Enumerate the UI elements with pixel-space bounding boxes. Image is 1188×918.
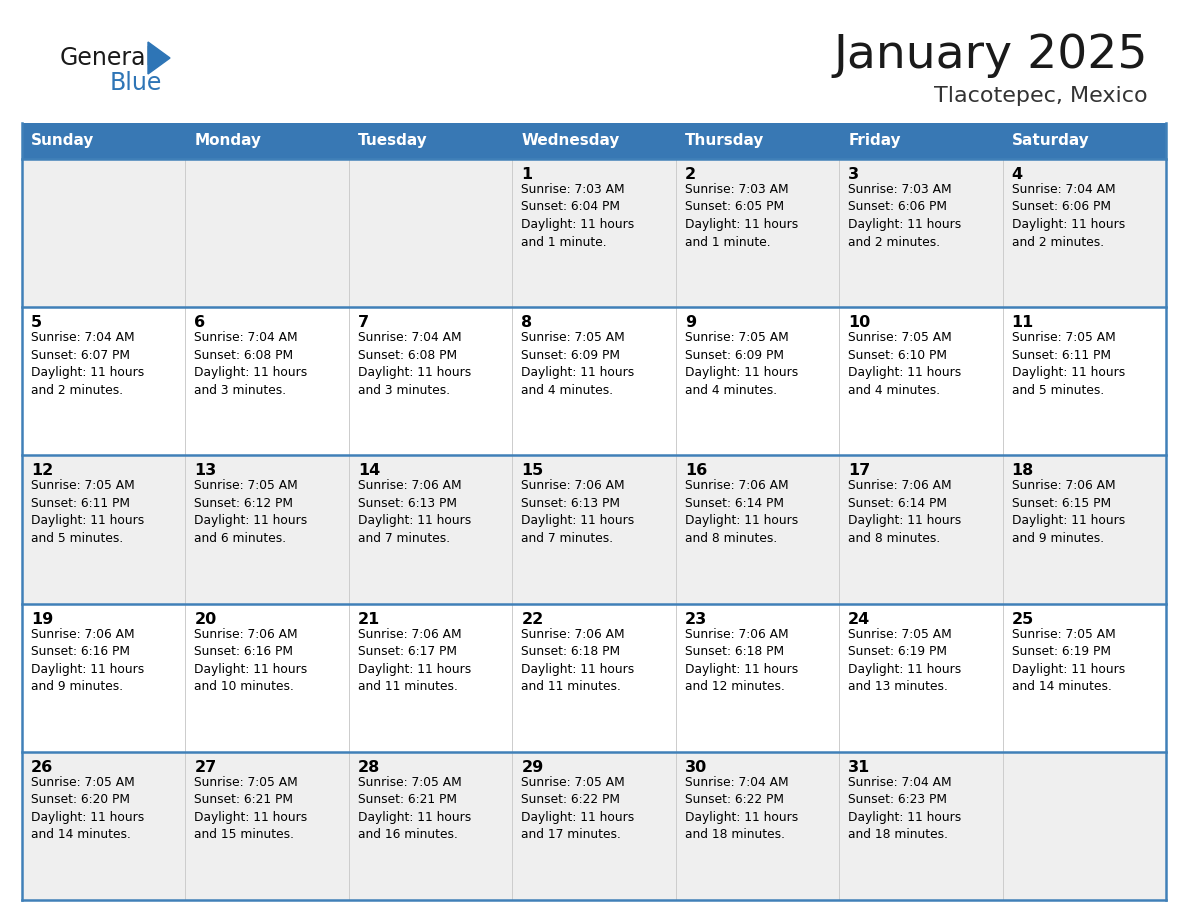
Text: 30: 30 <box>684 760 707 775</box>
Text: 28: 28 <box>358 760 380 775</box>
Text: Sunrise: 7:04 AM
Sunset: 6:07 PM
Daylight: 11 hours
and 2 minutes.: Sunrise: 7:04 AM Sunset: 6:07 PM Dayligh… <box>31 331 144 397</box>
Text: 5: 5 <box>31 315 42 330</box>
Text: Sunrise: 7:04 AM
Sunset: 6:08 PM
Daylight: 11 hours
and 3 minutes.: Sunrise: 7:04 AM Sunset: 6:08 PM Dayligh… <box>195 331 308 397</box>
Text: Sunrise: 7:06 AM
Sunset: 6:13 PM
Daylight: 11 hours
and 7 minutes.: Sunrise: 7:06 AM Sunset: 6:13 PM Dayligh… <box>358 479 472 545</box>
Text: 17: 17 <box>848 464 871 478</box>
Bar <box>23 752 1165 900</box>
Text: 8: 8 <box>522 315 532 330</box>
Text: Sunrise: 7:06 AM
Sunset: 6:15 PM
Daylight: 11 hours
and 9 minutes.: Sunrise: 7:06 AM Sunset: 6:15 PM Dayligh… <box>1011 479 1125 545</box>
Text: 19: 19 <box>31 611 53 627</box>
Text: Sunrise: 7:06 AM
Sunset: 6:16 PM
Daylight: 11 hours
and 9 minutes.: Sunrise: 7:06 AM Sunset: 6:16 PM Dayligh… <box>31 628 144 693</box>
Text: Sunrise: 7:05 AM
Sunset: 6:09 PM
Daylight: 11 hours
and 4 minutes.: Sunrise: 7:05 AM Sunset: 6:09 PM Dayligh… <box>522 331 634 397</box>
Text: 22: 22 <box>522 611 544 627</box>
Polygon shape <box>148 42 170 74</box>
Text: 18: 18 <box>1011 464 1034 478</box>
Text: 15: 15 <box>522 464 544 478</box>
Text: 6: 6 <box>195 315 206 330</box>
Text: 29: 29 <box>522 760 544 775</box>
Bar <box>512 123 676 159</box>
Text: 3: 3 <box>848 167 859 182</box>
Text: Sunrise: 7:06 AM
Sunset: 6:16 PM
Daylight: 11 hours
and 10 minutes.: Sunrise: 7:06 AM Sunset: 6:16 PM Dayligh… <box>195 628 308 693</box>
Text: Sunday: Sunday <box>31 133 94 149</box>
Text: 12: 12 <box>31 464 53 478</box>
Text: Sunrise: 7:05 AM
Sunset: 6:19 PM
Daylight: 11 hours
and 14 minutes.: Sunrise: 7:05 AM Sunset: 6:19 PM Dayligh… <box>1011 628 1125 693</box>
Text: 7: 7 <box>358 315 369 330</box>
Text: Sunrise: 7:04 AM
Sunset: 6:22 PM
Daylight: 11 hours
and 18 minutes.: Sunrise: 7:04 AM Sunset: 6:22 PM Dayligh… <box>684 776 798 841</box>
Text: 31: 31 <box>848 760 871 775</box>
Text: 27: 27 <box>195 760 216 775</box>
Text: Wednesday: Wednesday <box>522 133 620 149</box>
Bar <box>349 123 512 159</box>
Text: January 2025: January 2025 <box>834 33 1148 79</box>
Text: Tuesday: Tuesday <box>358 133 428 149</box>
Text: Sunrise: 7:04 AM
Sunset: 6:08 PM
Daylight: 11 hours
and 3 minutes.: Sunrise: 7:04 AM Sunset: 6:08 PM Dayligh… <box>358 331 472 397</box>
Text: Sunrise: 7:04 AM
Sunset: 6:06 PM
Daylight: 11 hours
and 2 minutes.: Sunrise: 7:04 AM Sunset: 6:06 PM Dayligh… <box>1011 183 1125 249</box>
Text: 14: 14 <box>358 464 380 478</box>
Text: Sunrise: 7:05 AM
Sunset: 6:10 PM
Daylight: 11 hours
and 4 minutes.: Sunrise: 7:05 AM Sunset: 6:10 PM Dayligh… <box>848 331 961 397</box>
Text: General: General <box>61 46 153 70</box>
Text: Sunrise: 7:06 AM
Sunset: 6:18 PM
Daylight: 11 hours
and 12 minutes.: Sunrise: 7:06 AM Sunset: 6:18 PM Dayligh… <box>684 628 798 693</box>
Text: Saturday: Saturday <box>1011 133 1089 149</box>
Text: Thursday: Thursday <box>684 133 764 149</box>
Bar <box>185 123 349 159</box>
Text: Friday: Friday <box>848 133 901 149</box>
Text: Sunrise: 7:05 AM
Sunset: 6:19 PM
Daylight: 11 hours
and 13 minutes.: Sunrise: 7:05 AM Sunset: 6:19 PM Dayligh… <box>848 628 961 693</box>
Text: Sunrise: 7:03 AM
Sunset: 6:04 PM
Daylight: 11 hours
and 1 minute.: Sunrise: 7:03 AM Sunset: 6:04 PM Dayligh… <box>522 183 634 249</box>
Bar <box>23 123 185 159</box>
Text: Monday: Monday <box>195 133 261 149</box>
Text: 11: 11 <box>1011 315 1034 330</box>
Bar <box>1003 123 1165 159</box>
Text: 2: 2 <box>684 167 696 182</box>
Text: 10: 10 <box>848 315 871 330</box>
Text: 20: 20 <box>195 611 216 627</box>
Text: Sunrise: 7:04 AM
Sunset: 6:23 PM
Daylight: 11 hours
and 18 minutes.: Sunrise: 7:04 AM Sunset: 6:23 PM Dayligh… <box>848 776 961 841</box>
Text: 24: 24 <box>848 611 871 627</box>
Text: Sunrise: 7:05 AM
Sunset: 6:11 PM
Daylight: 11 hours
and 5 minutes.: Sunrise: 7:05 AM Sunset: 6:11 PM Dayligh… <box>1011 331 1125 397</box>
Text: 9: 9 <box>684 315 696 330</box>
Bar <box>23 455 1165 604</box>
Text: 13: 13 <box>195 464 216 478</box>
Text: Sunrise: 7:06 AM
Sunset: 6:13 PM
Daylight: 11 hours
and 7 minutes.: Sunrise: 7:06 AM Sunset: 6:13 PM Dayligh… <box>522 479 634 545</box>
Text: Sunrise: 7:05 AM
Sunset: 6:09 PM
Daylight: 11 hours
and 4 minutes.: Sunrise: 7:05 AM Sunset: 6:09 PM Dayligh… <box>684 331 798 397</box>
Text: Sunrise: 7:06 AM
Sunset: 6:18 PM
Daylight: 11 hours
and 11 minutes.: Sunrise: 7:06 AM Sunset: 6:18 PM Dayligh… <box>522 628 634 693</box>
Text: Sunrise: 7:05 AM
Sunset: 6:22 PM
Daylight: 11 hours
and 17 minutes.: Sunrise: 7:05 AM Sunset: 6:22 PM Dayligh… <box>522 776 634 841</box>
Text: Tlacotepec, Mexico: Tlacotepec, Mexico <box>935 86 1148 106</box>
Text: 4: 4 <box>1011 167 1023 182</box>
Text: Sunrise: 7:05 AM
Sunset: 6:11 PM
Daylight: 11 hours
and 5 minutes.: Sunrise: 7:05 AM Sunset: 6:11 PM Dayligh… <box>31 479 144 545</box>
Text: Sunrise: 7:06 AM
Sunset: 6:14 PM
Daylight: 11 hours
and 8 minutes.: Sunrise: 7:06 AM Sunset: 6:14 PM Dayligh… <box>848 479 961 545</box>
Bar <box>23 604 1165 752</box>
Text: Sunrise: 7:05 AM
Sunset: 6:21 PM
Daylight: 11 hours
and 15 minutes.: Sunrise: 7:05 AM Sunset: 6:21 PM Dayligh… <box>195 776 308 841</box>
Text: 16: 16 <box>684 464 707 478</box>
Bar <box>839 123 1003 159</box>
Bar <box>23 159 1165 308</box>
Bar <box>676 123 839 159</box>
Text: Sunrise: 7:06 AM
Sunset: 6:17 PM
Daylight: 11 hours
and 11 minutes.: Sunrise: 7:06 AM Sunset: 6:17 PM Dayligh… <box>358 628 472 693</box>
Text: 21: 21 <box>358 611 380 627</box>
Text: 1: 1 <box>522 167 532 182</box>
Text: 26: 26 <box>31 760 53 775</box>
Text: 25: 25 <box>1011 611 1034 627</box>
Text: Sunrise: 7:05 AM
Sunset: 6:21 PM
Daylight: 11 hours
and 16 minutes.: Sunrise: 7:05 AM Sunset: 6:21 PM Dayligh… <box>358 776 472 841</box>
Text: Blue: Blue <box>110 71 163 95</box>
Bar <box>23 308 1165 455</box>
Text: Sunrise: 7:06 AM
Sunset: 6:14 PM
Daylight: 11 hours
and 8 minutes.: Sunrise: 7:06 AM Sunset: 6:14 PM Dayligh… <box>684 479 798 545</box>
Text: Sunrise: 7:03 AM
Sunset: 6:05 PM
Daylight: 11 hours
and 1 minute.: Sunrise: 7:03 AM Sunset: 6:05 PM Dayligh… <box>684 183 798 249</box>
Text: Sunrise: 7:05 AM
Sunset: 6:20 PM
Daylight: 11 hours
and 14 minutes.: Sunrise: 7:05 AM Sunset: 6:20 PM Dayligh… <box>31 776 144 841</box>
Text: Sunrise: 7:03 AM
Sunset: 6:06 PM
Daylight: 11 hours
and 2 minutes.: Sunrise: 7:03 AM Sunset: 6:06 PM Dayligh… <box>848 183 961 249</box>
Text: 23: 23 <box>684 611 707 627</box>
Text: Sunrise: 7:05 AM
Sunset: 6:12 PM
Daylight: 11 hours
and 6 minutes.: Sunrise: 7:05 AM Sunset: 6:12 PM Dayligh… <box>195 479 308 545</box>
